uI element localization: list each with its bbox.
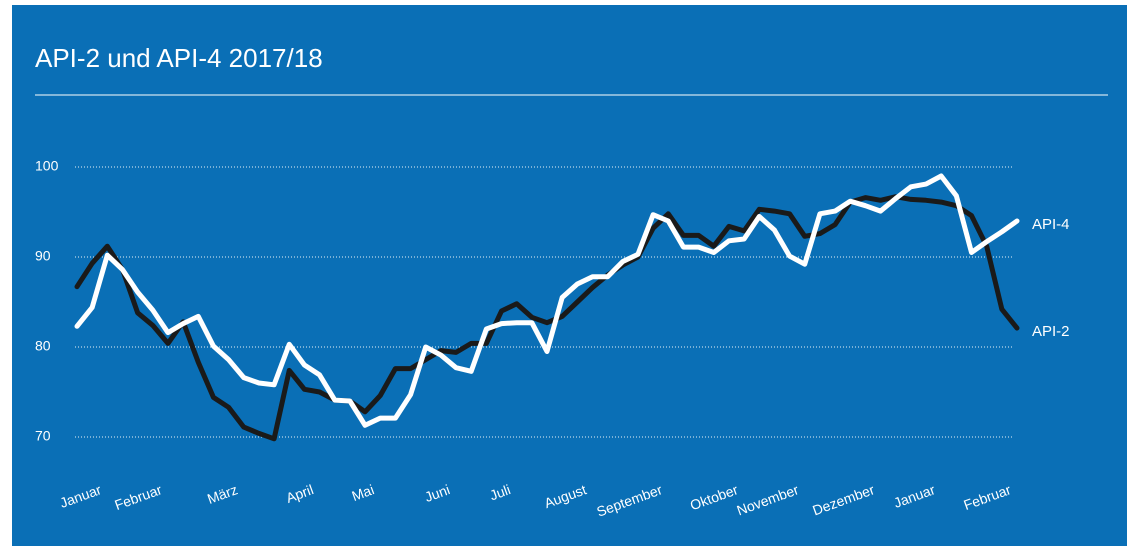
series-line — [74, 194, 1020, 442]
x-tick-label: Juli — [487, 481, 512, 503]
series-line — [74, 173, 1020, 428]
background — [12, 5, 1127, 546]
series-label: API-4 — [1032, 216, 1070, 233]
y-tick-label: 80 — [35, 338, 51, 354]
y-tick-label: 90 — [35, 248, 51, 264]
chart-title: API-2 und API-4 2017/18 — [35, 43, 323, 73]
series-label: API-2 — [1032, 323, 1070, 340]
y-tick-label: 100 — [35, 158, 59, 174]
x-tick-label: Mai — [350, 481, 377, 504]
y-tick-label: 70 — [35, 428, 51, 444]
